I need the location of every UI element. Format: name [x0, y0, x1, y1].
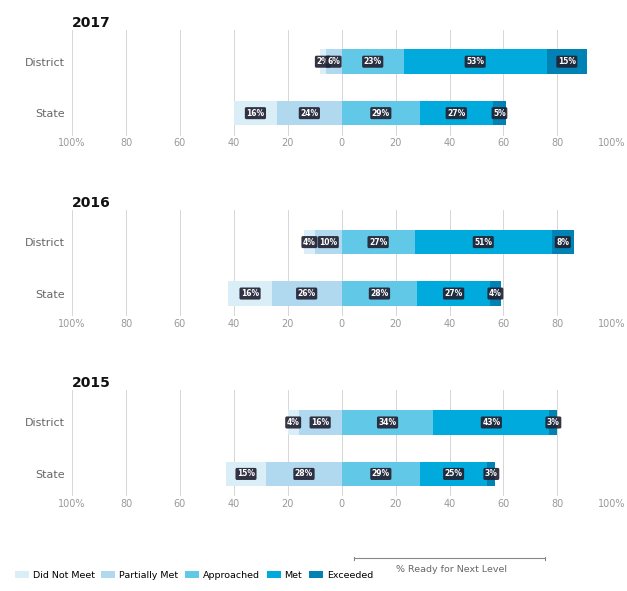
Text: 23%: 23% — [364, 57, 382, 66]
Text: 4%: 4% — [489, 289, 502, 298]
Text: 27%: 27% — [447, 109, 465, 118]
Text: 16%: 16% — [311, 418, 329, 427]
Text: 27%: 27% — [445, 289, 463, 298]
Text: 53%: 53% — [466, 57, 484, 66]
Text: 4%: 4% — [287, 418, 300, 427]
Bar — [320, 50, 325, 74]
Bar — [342, 230, 414, 254]
Bar — [226, 462, 266, 486]
Text: 29%: 29% — [372, 469, 390, 479]
Bar — [487, 462, 495, 486]
Text: 16%: 16% — [241, 289, 259, 298]
Text: 2%: 2% — [317, 57, 329, 66]
Bar — [549, 410, 557, 435]
Text: 2015: 2015 — [72, 376, 111, 390]
Text: 26%: 26% — [298, 289, 316, 298]
Text: 8%: 8% — [556, 238, 569, 246]
Bar — [277, 101, 342, 125]
Text: 28%: 28% — [371, 289, 389, 298]
Text: 4%: 4% — [303, 238, 316, 246]
Bar — [234, 101, 277, 125]
Bar — [493, 101, 506, 125]
Bar — [552, 230, 574, 254]
Text: 3%: 3% — [485, 469, 498, 479]
Text: 5%: 5% — [493, 109, 506, 118]
Bar — [288, 410, 298, 435]
Text: % Ready for Next Level: % Ready for Next Level — [396, 565, 507, 574]
Text: 15%: 15% — [237, 469, 255, 479]
Text: 6%: 6% — [327, 57, 340, 66]
Bar — [342, 101, 420, 125]
Bar — [417, 281, 490, 306]
Text: 29%: 29% — [372, 109, 390, 118]
Text: 2017: 2017 — [72, 15, 111, 30]
Text: 25%: 25% — [445, 469, 463, 479]
Text: 16%: 16% — [246, 109, 265, 118]
Bar — [342, 281, 417, 306]
Text: 27%: 27% — [369, 238, 387, 246]
Text: 10%: 10% — [319, 238, 337, 246]
Bar — [342, 50, 404, 74]
Bar — [342, 462, 420, 486]
Text: 34%: 34% — [379, 418, 397, 427]
Bar — [420, 462, 487, 486]
Text: 28%: 28% — [295, 469, 313, 479]
Bar — [490, 281, 501, 306]
Bar — [433, 410, 549, 435]
Bar — [414, 230, 552, 254]
Bar — [304, 230, 315, 254]
Bar — [420, 101, 493, 125]
Text: 51%: 51% — [474, 238, 492, 246]
Text: 15%: 15% — [558, 57, 576, 66]
Bar — [298, 410, 342, 435]
Text: 43%: 43% — [482, 418, 500, 427]
Bar — [325, 50, 342, 74]
Bar — [547, 50, 587, 74]
Text: 24%: 24% — [300, 109, 319, 118]
Bar — [271, 281, 342, 306]
Text: 3%: 3% — [547, 418, 560, 427]
Bar — [228, 281, 271, 306]
Bar — [404, 50, 547, 74]
Bar — [315, 230, 342, 254]
Bar — [266, 462, 342, 486]
Bar — [342, 410, 433, 435]
Text: 2016: 2016 — [72, 196, 111, 210]
Legend: Did Not Meet, Partially Met, Approached, Met, Exceeded: Did Not Meet, Partially Met, Approached,… — [11, 567, 377, 583]
